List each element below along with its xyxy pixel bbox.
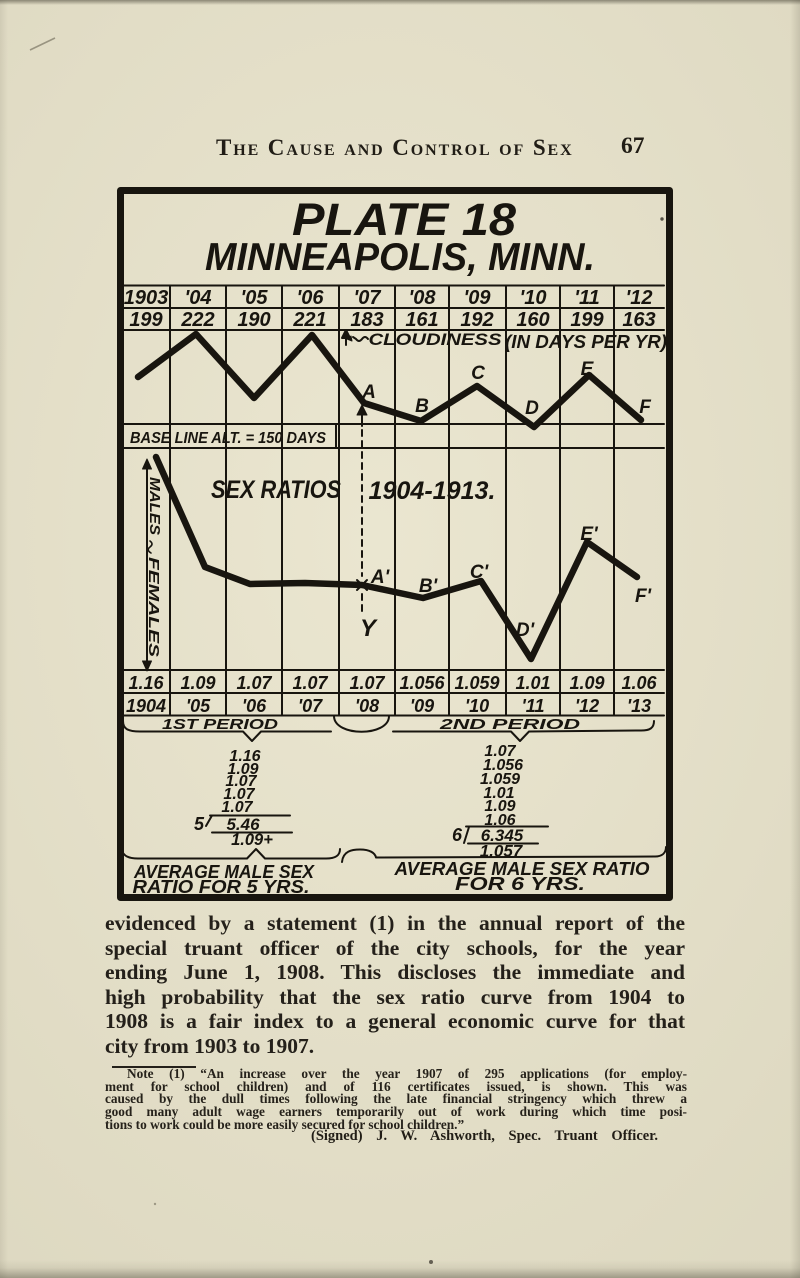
svg-text:'05: '05: [240, 287, 268, 309]
svg-text:'07: '07: [353, 287, 381, 309]
svg-text:1.06: 1.06: [621, 673, 657, 693]
svg-text:SEX RATIOS: SEX RATIOS: [211, 476, 341, 504]
svg-text:'11: '11: [522, 696, 545, 716]
svg-text:1.07: 1.07: [349, 673, 385, 693]
svg-text:AVERAGE MALE SEX RATIO: AVERAGE MALE SEX RATIO: [393, 859, 649, 879]
svg-text:183: 183: [350, 309, 383, 331]
svg-text:F': F': [635, 586, 653, 607]
svg-text:'08: '08: [408, 287, 436, 309]
svg-text:1.07: 1.07: [225, 773, 257, 790]
svg-text:1.07: 1.07: [223, 786, 255, 803]
svg-text:190: 190: [237, 309, 270, 331]
svg-text:5: 5: [194, 814, 205, 834]
svg-text:1.09: 1.09: [227, 761, 258, 778]
svg-text:192: 192: [460, 309, 493, 331]
svg-text:FEMALES: FEMALES: [145, 557, 162, 657]
svg-text:222: 222: [180, 309, 214, 331]
svg-text:F: F: [639, 397, 652, 418]
svg-text:163: 163: [622, 309, 655, 331]
svg-text:'06: '06: [242, 696, 267, 716]
svg-text:'12: '12: [575, 696, 599, 716]
svg-text:BASE LINE ALT. = 150 DAYS: BASE LINE ALT. = 150 DAYS: [130, 430, 326, 447]
svg-text:5.46: 5.46: [226, 815, 260, 834]
svg-text:FOR 6 YRS.: FOR 6 YRS.: [455, 874, 585, 894]
svg-text:PLATE 18: PLATE 18: [292, 194, 516, 245]
svg-text:221: 221: [292, 309, 326, 331]
svg-text:199: 199: [129, 309, 163, 331]
svg-text:1.07: 1.07: [292, 673, 328, 693]
svg-text:'05: '05: [186, 696, 211, 716]
svg-text:B': B': [419, 576, 439, 597]
svg-text:6: 6: [452, 825, 463, 845]
svg-text:1.09: 1.09: [569, 673, 604, 693]
svg-text:E: E: [581, 359, 595, 380]
svg-text:A: A: [361, 382, 376, 403]
svg-text:1.07: 1.07: [484, 743, 516, 760]
svg-text:1.07: 1.07: [236, 673, 272, 693]
svg-text:1904: 1904: [126, 696, 166, 716]
svg-text:1.057: 1.057: [480, 842, 524, 861]
svg-text:1.09: 1.09: [180, 673, 215, 693]
svg-text:AVERAGE MALE SEX: AVERAGE MALE SEX: [133, 862, 315, 882]
svg-text:1903: 1903: [124, 287, 169, 309]
svg-text:E': E': [580, 524, 599, 545]
svg-text:'07: '07: [298, 696, 323, 716]
svg-text:D: D: [525, 398, 539, 419]
svg-text:D': D': [516, 620, 536, 641]
svg-text:(IN DAYS PER YR): (IN DAYS PER YR): [505, 332, 667, 352]
svg-text:'09: '09: [463, 287, 491, 309]
svg-text:1.09: 1.09: [484, 798, 515, 815]
svg-text:'10: '10: [519, 287, 546, 309]
svg-text:1.16: 1.16: [128, 673, 164, 693]
svg-text:1.056: 1.056: [483, 757, 523, 774]
svg-text:1.01: 1.01: [515, 673, 550, 693]
svg-text:C: C: [471, 363, 485, 384]
svg-text:C': C': [470, 562, 490, 583]
svg-text:A': A': [370, 567, 391, 588]
svg-text:'10: '10: [465, 696, 489, 716]
svg-text:Y: Y: [360, 615, 378, 642]
svg-text:MALES: MALES: [146, 477, 163, 535]
svg-text:1.09+: 1.09+: [231, 831, 273, 849]
svg-text:'09: '09: [410, 696, 434, 716]
svg-text:1.06: 1.06: [484, 812, 515, 829]
svg-text:'11: '11: [574, 287, 600, 309]
svg-text:1.01: 1.01: [483, 785, 514, 802]
svg-text:'04: '04: [184, 287, 211, 309]
svg-text:2ND PERIOD: 2ND PERIOD: [438, 716, 580, 733]
svg-text:RATIO FOR 5 YRS.: RATIO FOR 5 YRS.: [133, 877, 310, 897]
svg-text:'12: '12: [625, 287, 652, 309]
svg-text:'13: '13: [627, 696, 651, 716]
svg-text:1.059: 1.059: [454, 673, 499, 693]
svg-text:1.059: 1.059: [480, 771, 520, 788]
svg-text:160: 160: [516, 309, 549, 331]
svg-text:199: 199: [570, 309, 604, 331]
svg-text:161: 161: [405, 309, 438, 331]
svg-text:'06: '06: [296, 287, 324, 309]
svg-text:'08: '08: [355, 696, 379, 716]
svg-text:1.07: 1.07: [221, 799, 253, 816]
svg-text:1904-1913.: 1904-1913.: [369, 477, 496, 505]
svg-text:1.16: 1.16: [229, 748, 260, 765]
svg-text:CLOUDINESS: CLOUDINESS: [369, 330, 503, 349]
svg-text:MINNEAPOLIS, MINN.: MINNEAPOLIS, MINN.: [205, 236, 595, 279]
svg-text:6.345: 6.345: [481, 826, 524, 845]
svg-text:B: B: [415, 396, 429, 417]
svg-text:1.056: 1.056: [399, 673, 445, 693]
svg-text:1ST PERIOD: 1ST PERIOD: [162, 716, 278, 733]
